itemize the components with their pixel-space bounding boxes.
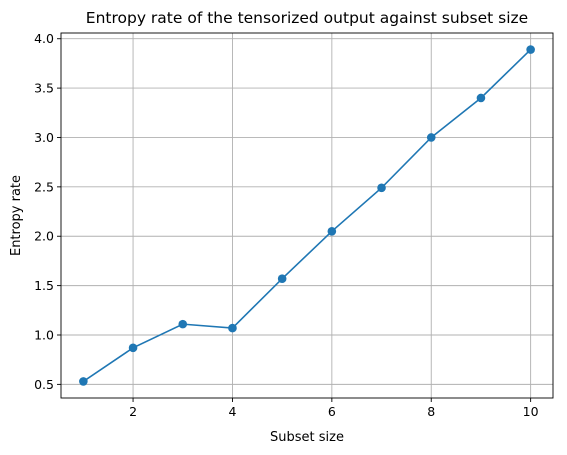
y-tick-label: 3.5 [34,81,54,96]
y-tick-label: 1.5 [34,278,54,293]
y-tick-label: 1.0 [34,327,54,342]
series-line-group [82,49,532,383]
x-ticks: 2 4 6 8 10 [129,398,539,419]
y-tick-label: 3.0 [34,130,54,145]
data-point [526,45,535,54]
data-point [228,323,237,333]
y-tick-label: 0.5 [34,377,54,392]
x-tick-label: 2 [129,404,137,419]
y-tick-label: 2.5 [34,179,54,194]
data-points [79,45,535,386]
data-point [178,319,188,329]
x-tick-label: 8 [427,404,435,419]
x-tick-label: 10 [523,404,539,419]
data-point [426,133,436,142]
data-point [327,227,337,236]
x-axis-label: Subset size [270,430,344,445]
y-ticks: 0.5 1.0 1.5 2.0 2.5 3.0 3.5 4.0 [34,31,61,392]
chart-title: Entropy rate of the tensorized output ag… [86,9,528,27]
data-point [128,343,138,353]
data-point [476,93,486,103]
y-tick-label: 4.0 [34,31,54,46]
x-tick-label: 6 [328,404,336,419]
grid [61,33,553,398]
y-tick-label: 2.0 [34,229,54,244]
data-point [377,183,386,193]
data-point [277,274,287,284]
data-point [79,377,88,386]
x-tick-label: 4 [228,404,236,419]
series-line [82,49,532,383]
y-axis-label: Entropy rate [9,175,24,256]
plot-frame [60,32,554,399]
